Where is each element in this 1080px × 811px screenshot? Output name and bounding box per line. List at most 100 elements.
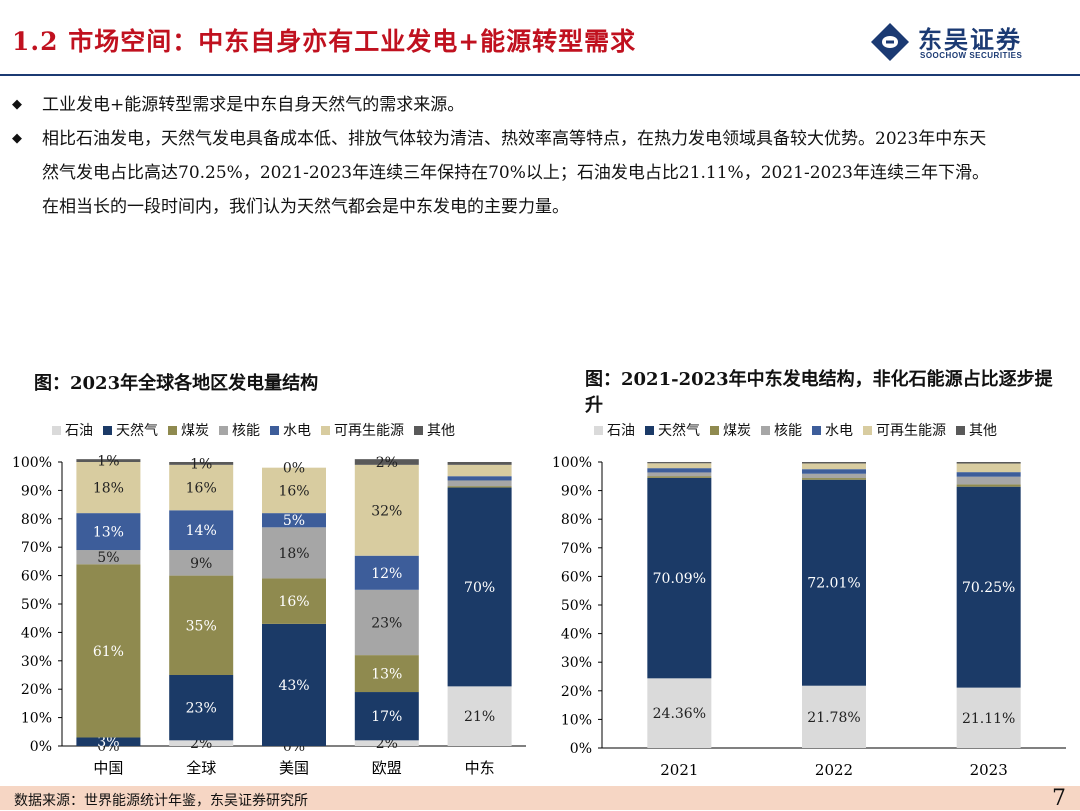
data-label: 61%: [93, 644, 124, 660]
legend-swatch: [645, 425, 654, 435]
legend-swatch: [321, 425, 330, 435]
bullet-item: ◆ 工业发电+能源转型需求是中东自身天然气的需求来源。: [10, 88, 1050, 122]
bar-segment: [169, 550, 234, 576]
bar-segment: [956, 463, 1021, 473]
data-label: 1%: [97, 454, 119, 470]
legend-item: 可再生能源: [863, 420, 946, 440]
data-label: 32%: [371, 503, 402, 519]
bar-segment: [802, 479, 866, 686]
legend-label: 煤炭: [723, 423, 751, 439]
y-tick-label: 30%: [21, 654, 52, 670]
bar-segment: [647, 468, 712, 473]
data-label: 43%: [278, 678, 309, 694]
bullet-text: 工业发电+能源转型需求是中东自身天然气的需求来源。: [42, 95, 465, 115]
x-tick-label: 中东: [465, 759, 495, 777]
bar-segment: [354, 555, 419, 590]
bar-segment: [169, 675, 234, 741]
chart-title-left: 图：2023年全球各地区发电量结构: [34, 373, 319, 394]
bar-segment: [354, 692, 419, 741]
y-tick-label: 100%: [12, 455, 52, 471]
legend-swatch: [761, 425, 770, 435]
bar-segment: [262, 513, 326, 528]
bar-segment: [354, 589, 419, 656]
x-tick-label: 2021: [660, 761, 698, 779]
bar-segment: [647, 472, 712, 477]
legend-label: 其他: [969, 423, 997, 439]
legend-label: 可再生能源: [334, 423, 404, 439]
page-number: 7: [1052, 786, 1066, 811]
legend-label: 水电: [825, 423, 853, 439]
bullet-text: 相比石油发电，天然气发电具备成本低、排放气体较为清洁、热效率高等特点，在热力发电…: [42, 129, 989, 217]
legend-swatch: [414, 425, 423, 435]
bar-segment: [647, 678, 712, 748]
bar-segment: [647, 462, 712, 464]
data-label: 21.11%: [962, 711, 1015, 727]
y-tick-label: 80%: [21, 512, 52, 528]
legend-item: 其他: [956, 420, 997, 440]
legend-swatch: [594, 425, 603, 435]
legend-item: 天然气: [103, 420, 158, 440]
bar-segment: [354, 464, 419, 556]
data-label: 21.78%: [807, 710, 860, 726]
x-tick-label: 美国: [279, 759, 309, 777]
legend-swatch: [710, 425, 719, 435]
data-source: 数据来源：世界能源统计年鉴，东吴证券研究所: [14, 793, 308, 809]
bar-segment: [262, 467, 326, 514]
data-label: 3%: [97, 735, 119, 751]
legend-label: 核能: [232, 423, 260, 439]
chart-title-right: 图：2021-2023年中东发电结构，非化石能源占比逐步提升: [585, 369, 1053, 416]
x-tick-label: 2022: [815, 761, 853, 779]
bar-segment: [956, 476, 1021, 485]
bar-segment: [447, 462, 512, 465]
bar-segment: [354, 655, 419, 693]
data-label: 13%: [93, 525, 124, 541]
legend-item: 核能: [761, 420, 802, 440]
y-tick-label: 60%: [561, 569, 592, 585]
data-label: 16%: [278, 594, 309, 610]
legend-swatch: [52, 425, 61, 435]
y-tick-label: 10%: [21, 711, 52, 727]
bar-segment: [802, 463, 866, 470]
data-label: 9%: [190, 556, 212, 572]
bar-segment: [76, 462, 141, 514]
bar-segment: [76, 459, 141, 462]
y-tick-label: 10%: [561, 712, 592, 728]
legend-swatch: [103, 425, 112, 435]
chart-right: 0% 10% 20% 30% 40% 50% 60% 70% 80% 90% 100% 24.36% 7…: [552, 455, 1066, 779]
legend-label: 天然气: [116, 423, 158, 439]
legend-item: 天然气: [645, 420, 700, 440]
y-tick-label: 90%: [21, 483, 52, 499]
bar-segment: [76, 550, 141, 565]
data-label: 16%: [278, 483, 309, 499]
legend-label: 其他: [427, 423, 455, 439]
bar-segment: [956, 472, 1021, 477]
page-title: 1.2 市场空间：中东自身亦有工业发电+能源转型需求: [12, 27, 637, 56]
data-label: 21%: [464, 709, 495, 725]
bar-segment: [169, 740, 234, 746]
bar-segment: [354, 459, 419, 465]
bullet-list: ◆ 工业发电+能源转型需求是中东自身天然气的需求来源。 ◆ 相比石油发电，天然气…: [10, 88, 1050, 224]
data-label: 14%: [186, 523, 217, 539]
bar-segment: [76, 513, 141, 551]
legend-label: 核能: [774, 423, 802, 439]
legend-item: 石油: [52, 420, 93, 440]
legend-item: 可再生能源: [321, 420, 404, 440]
data-label: 18%: [278, 546, 309, 562]
bar-segment: [956, 462, 1021, 464]
bar-segment: [956, 484, 1021, 487]
y-tick-label: 60%: [21, 569, 52, 585]
legend-item: 煤炭: [168, 420, 209, 440]
legend-swatch: [956, 425, 965, 435]
legend-label: 水电: [283, 423, 311, 439]
bar-segment: [802, 685, 866, 748]
header-divider: [0, 74, 1080, 76]
data-label: 2%: [376, 455, 398, 471]
y-tick-label: 20%: [561, 684, 592, 700]
bar-segment: [169, 575, 234, 675]
chart-left: 0% 10% 20% 30% 40% 50% 60% 70% 80% 90% 100% 0% 3% 61%…: [12, 454, 526, 777]
legend-label: 天然气: [658, 423, 700, 439]
legend-item: 水电: [812, 420, 853, 440]
y-tick-label: 30%: [561, 655, 592, 671]
bar-segment: [447, 476, 512, 481]
y-tick-label: 90%: [561, 484, 592, 500]
